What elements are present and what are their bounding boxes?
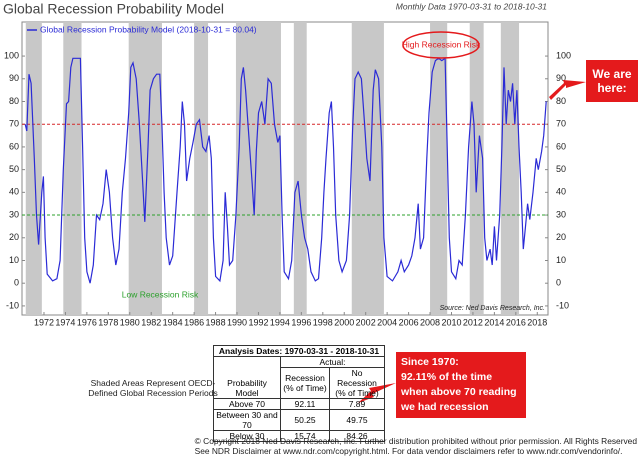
x-tick-label: 1980 [120, 317, 140, 327]
y-tick-label: 100 [4, 50, 19, 60]
x-tick-label: 2002 [356, 317, 376, 327]
source-label: Source: Ned Davis Research, Inc. [440, 305, 545, 312]
x-tick-label: 1978 [98, 317, 118, 327]
x-tick-label: 1990 [227, 317, 247, 327]
recession-band [500, 22, 520, 315]
y2-tick-label: 100 [556, 50, 571, 60]
table-row: Above 70 92.11 7.89 [213, 398, 385, 410]
stats-table: Analysis Dates: 1970-03-31 - 2018-10-31 … [213, 345, 385, 442]
x-tick-label: 2010 [441, 317, 461, 327]
x-tick-label: 2018 [527, 317, 547, 327]
table-cell: 92.11 [280, 398, 330, 410]
recession-band [430, 22, 448, 315]
x-tick-label: 1992 [248, 317, 268, 327]
high-risk-label: High Recession Risk [402, 39, 481, 49]
recession-band [235, 22, 281, 315]
y-tick-label: 40 [9, 187, 19, 197]
x-tick-label: 2014 [484, 317, 504, 327]
y2-tick-label: 40 [556, 187, 566, 197]
y-tick-label: 30 [9, 209, 19, 219]
table-row: Analysis Dates: 1970-03-31 - 2018-10-31 [213, 345, 385, 357]
y2-tick-label: 20 [556, 232, 566, 242]
recession-band [469, 22, 484, 315]
x-tick-label: 2008 [420, 317, 440, 327]
y2-tick-label: 10 [556, 255, 566, 265]
y-tick-label: 50 [9, 164, 19, 174]
footer: © Copyright 2018 Ned Davis Research, Inc… [195, 436, 637, 456]
y2-tick-label: 90 [556, 73, 566, 83]
shading-note: Shaded Areas Represent OECD-Defined Glob… [88, 378, 218, 398]
recession-band [293, 22, 307, 315]
x-tick-label: 1984 [163, 317, 183, 327]
x-tick-label: 1976 [77, 317, 97, 327]
footer-line: © Copyright 2018 Ned Davis Research, Inc… [194, 436, 637, 446]
table-cell: 84.26 [329, 430, 385, 442]
high-risk-ring [402, 31, 480, 59]
y-tick-label: 20 [9, 232, 19, 242]
table-row: Below 30 15.74 84.26 [213, 430, 385, 442]
low-risk-label: Low Recession Risk [122, 289, 199, 299]
table-cell: 49.75 [329, 409, 385, 431]
x-tick-label: 1986 [184, 317, 204, 327]
callout-line: when above 70 reading [401, 386, 517, 398]
y-tick-label: 70 [9, 119, 19, 129]
x-tick-label: 2004 [377, 317, 397, 327]
pointer-box: We are here: [586, 60, 638, 102]
y2-tick-label: 60 [556, 141, 566, 151]
x-tick-label: 1972 [34, 317, 54, 327]
callout-line: Since 1970: [401, 356, 459, 368]
chart-title: Global Recession Probability Model [3, 1, 224, 17]
x-tick-label: 2012 [463, 317, 483, 327]
table-row: Between 30 and 70 50.25 49.75 [213, 409, 385, 431]
table-cell: Between 30 and 70 [213, 409, 281, 431]
x-tick-label: 2016 [506, 317, 526, 327]
y2-tick-label: 0 [556, 278, 561, 288]
plot-frame [21, 21, 549, 316]
callout-line: 92.11% of the time [401, 371, 493, 383]
table-cell: Above 70 [213, 398, 281, 410]
y-tick-label: 90 [9, 73, 19, 83]
y2-tick-label: 30 [556, 209, 566, 219]
x-tick-label: 1988 [206, 317, 226, 327]
pointer-arrow [549, 80, 586, 100]
table-wrap: Analysis Dates: 1970-03-31 - 2018-10-31 … [213, 345, 385, 442]
table-header: No Recession (% of Time) [329, 367, 385, 399]
table-cell: 50.25 [280, 409, 330, 431]
chart-subtitle: Monthly Data 1970-03-31 to 2018-10-31 [396, 1, 547, 11]
footer-line: See NDR Disclaimer at www.ndr.com/copyri… [194, 446, 623, 456]
table-header: Recession (% of Time) [280, 367, 330, 399]
x-tick-label: 2000 [334, 317, 354, 327]
x-tick-label: 1998 [313, 317, 333, 327]
x-tick-label: 1982 [141, 317, 161, 327]
x-tick-label: 1996 [291, 317, 311, 327]
y-tick-label: 10 [9, 255, 19, 265]
y2-tick-label: -10 [556, 300, 569, 310]
y-tick-label: 0 [14, 278, 19, 288]
y-tick-label: -10 [6, 300, 19, 310]
callout-line: we had recession [401, 401, 489, 413]
table-row: Probability Model Actual: [213, 356, 385, 399]
recession-band [194, 22, 209, 315]
callout-box: Since 1970: 92.11% of the time when above … [396, 352, 526, 418]
y2-tick-label: 50 [556, 164, 566, 174]
legend-label: Global Recession Probability Model (2018… [40, 24, 257, 34]
table-body: Above 70 92.11 7.89 Between 30 and 70 50.25 4… [213, 398, 385, 442]
table-cell: 7.89 [329, 398, 385, 410]
table-title: Analysis Dates: 1970-03-31 - 2018-10-31 [213, 345, 385, 357]
x-tick-label: 1974 [55, 317, 75, 327]
y-tick-label: 80 [9, 96, 19, 106]
data-line [24, 57, 547, 284]
recession-band [63, 22, 82, 315]
x-tick-label: 1994 [270, 317, 290, 327]
y-tick-label: 60 [9, 141, 19, 151]
recession-band [25, 22, 42, 315]
table-group-header: Actual: [280, 356, 385, 368]
y2-tick-label: 70 [556, 119, 566, 129]
table-row: Recession (% of Time) No Recession (% of … [214, 367, 385, 399]
x-tick-label: 2006 [399, 317, 419, 327]
y2-tick-label: 80 [556, 96, 566, 106]
